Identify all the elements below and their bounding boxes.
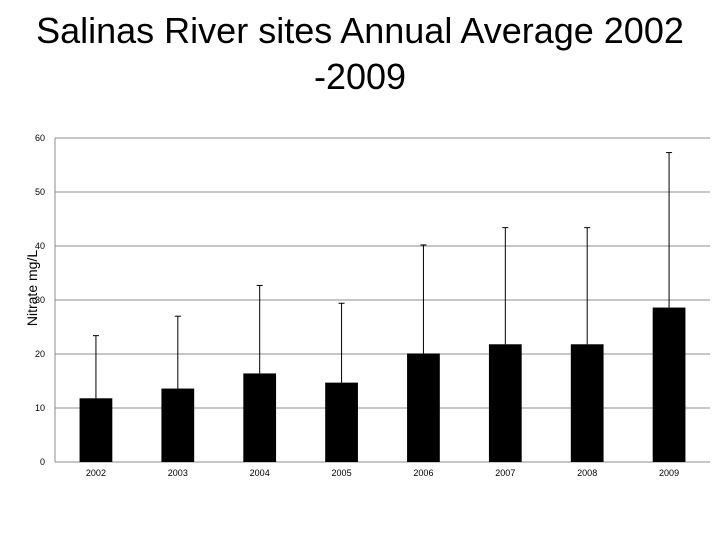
gridlines [55,137,710,463]
bar-2009 [652,307,686,462]
error-bars [92,152,673,399]
bar-2006 [407,353,440,462]
bar-2004 [243,373,277,462]
chart-title-line-1: Salinas River sites Annual Average 2002 [36,10,684,51]
y-tick-label: 0 [40,457,45,467]
y-tick-label: 10 [35,403,45,413]
chart-title-line-2: -2009 [313,56,407,97]
bar-2008 [570,344,604,462]
bar-2003 [161,388,195,462]
x-tick-label: 2009 [659,468,679,478]
x-tick-label: 2004 [250,468,270,478]
chart-title: Salinas River sites Annual Average 2002 … [0,8,720,100]
y-tick-label: 60 [35,133,45,143]
x-tick-label: 2005 [332,468,352,478]
bar-2002 [79,398,113,462]
bar-2005 [325,382,358,462]
x-tick-label: 2008 [577,468,597,478]
y-tick-label: 30 [35,295,45,305]
x-tick-label: 2007 [495,468,515,478]
x-tick-label: 2002 [86,468,106,478]
bar-2007 [488,344,522,462]
x-tick-labels: 2002 2003 2004 2005 2006 2007 2008 2009 [86,468,679,478]
x-tick-label: 2006 [413,468,433,478]
y-axis-label: Nitrate mg/L [24,250,40,326]
y-tick-label: 20 [35,349,45,359]
bars [79,307,686,462]
x-tick-label: 2003 [168,468,188,478]
y-tick-label: 50 [35,187,45,197]
y-tick-label: 40 [35,241,45,251]
y-tick-labels: 0 10 20 30 40 50 60 [35,133,45,467]
